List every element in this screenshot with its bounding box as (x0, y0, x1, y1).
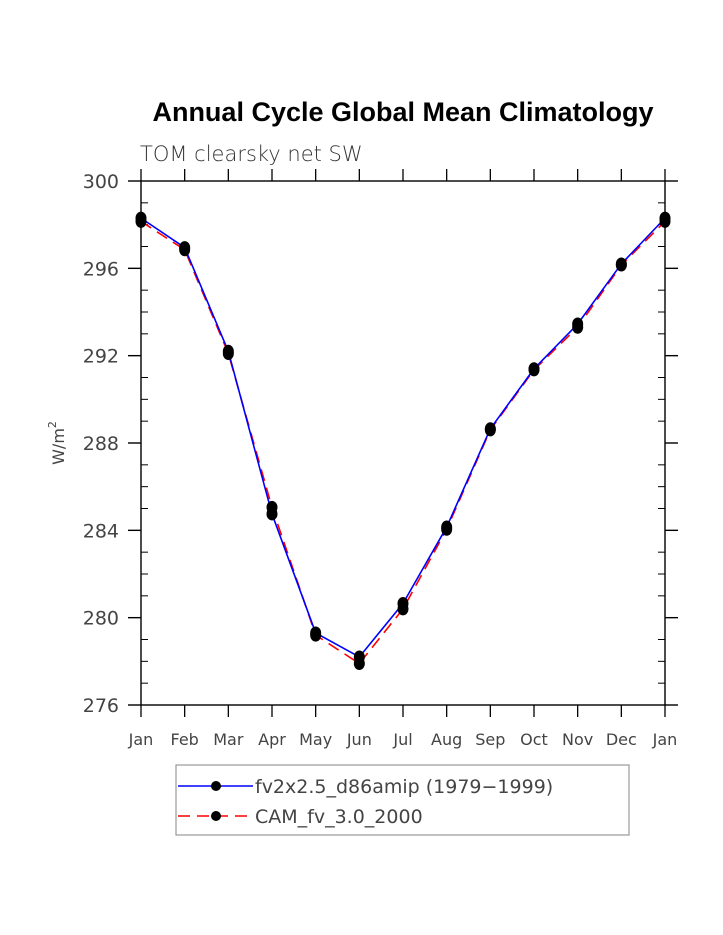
series-1-point (179, 243, 191, 257)
series-1-point (310, 628, 322, 642)
plot-frame (140, 180, 666, 706)
x-tick-label: Oct (520, 730, 548, 749)
series-1-point (659, 214, 671, 228)
legend-label-1: CAM_fv_3.0_2000 (255, 806, 423, 828)
series-1-point (397, 602, 409, 616)
series-1-point (222, 346, 234, 360)
y-tick-label: 300 (83, 171, 119, 193)
y-tick-label: 280 (83, 608, 119, 630)
axes: 276 280 284 288 292 296 300 Jan Feb Mar Apr May Jun J… (83, 169, 678, 749)
y-tick-label: 276 (83, 695, 119, 717)
y-tick-label: 296 (83, 258, 119, 280)
y-axis-label: W/m2 (46, 421, 68, 465)
x-tick-label: Mar (213, 730, 244, 749)
series-1-point (353, 657, 365, 671)
series-1-point (484, 423, 496, 437)
x-tick-label: Sep (475, 730, 505, 749)
series-1-point (528, 363, 540, 377)
x-tick-label: Dec (606, 730, 637, 749)
y-tick-label: 292 (83, 346, 119, 368)
x-tick-label: Jan (652, 730, 678, 749)
x-tick-label: Jun (346, 730, 372, 749)
series-1-point (615, 258, 627, 272)
series-1-point (266, 500, 278, 514)
series-layer (135, 211, 671, 671)
svg-text:W/m2: W/m2 (46, 421, 68, 465)
x-tick-label: Nov (562, 730, 593, 749)
chart-subtitle: TOM clearsky net SW (140, 142, 363, 166)
chart-title: Annual Cycle Global Mean Climatology (152, 97, 653, 127)
legend-marker-1 (211, 811, 221, 821)
x-tick-label: Feb (171, 730, 199, 749)
series-1-point (441, 522, 453, 536)
series-1-point (135, 214, 147, 228)
y-tick-label: 284 (83, 520, 119, 542)
legend: fv2x2.5_d86amip (1979−1999) CAM_fv_3.0_2… (175, 764, 630, 836)
x-tick-label: Jul (392, 730, 412, 749)
x-tick-label: May (299, 730, 332, 749)
y-tick-label: 288 (83, 433, 119, 455)
legend-marker-0 (211, 781, 221, 791)
legend-box (175, 764, 630, 836)
x-tick-label: Apr (258, 730, 286, 749)
series-line-0 (140, 217, 666, 658)
legend-label-0: fv2x2.5_d86amip (1979−1999) (255, 776, 553, 798)
y-axis-label-text: W/m (49, 428, 68, 465)
y-axis-label-superscript: 2 (46, 421, 59, 428)
x-tick-label: Jan (128, 730, 154, 749)
series-1-point (572, 320, 584, 334)
x-tick-label: Aug (431, 730, 462, 749)
